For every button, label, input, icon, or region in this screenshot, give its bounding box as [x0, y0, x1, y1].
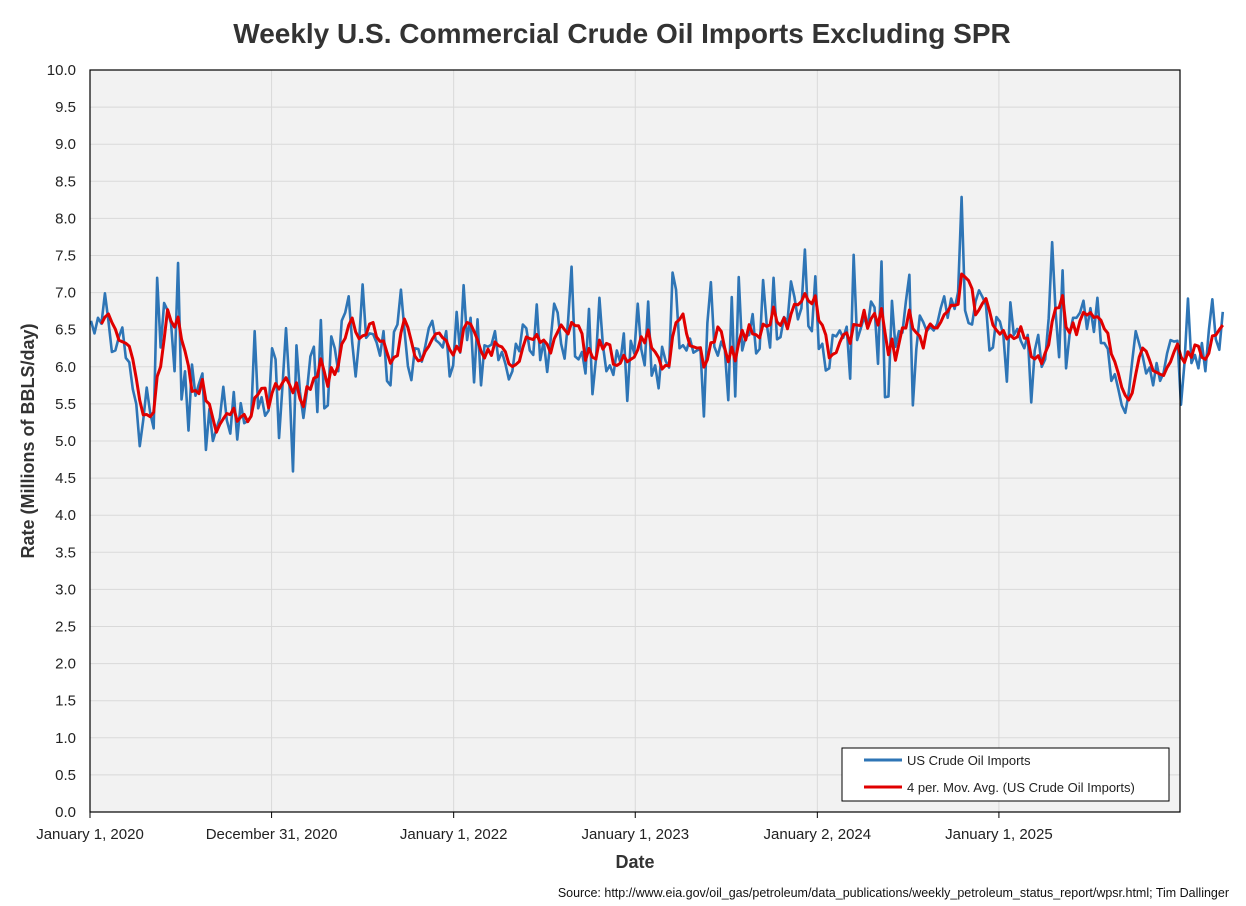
y-tick-label: 8.5	[55, 173, 76, 190]
legend-label-imports: US Crude Oil Imports	[907, 753, 1031, 768]
source-note: Source: http://www.eia.gov/oil_gas/petro…	[558, 886, 1229, 900]
y-tick-label: 2.5	[55, 619, 76, 636]
y-tick-label: 0.5	[55, 767, 76, 784]
legend-label-moving-average: 4 per. Mov. Avg. (US Crude Oil Imports)	[907, 780, 1135, 795]
x-tick-label: January 1, 2022	[400, 826, 508, 843]
y-tick-label: 2.0	[55, 656, 76, 673]
y-tick-label: 1.0	[55, 730, 76, 747]
y-tick-label: 4.0	[55, 507, 76, 524]
y-tick-label: 6.5	[55, 322, 76, 339]
grid-lines	[90, 69, 1180, 813]
chart-title: Weekly U.S. Commercial Crude Oil Imports…	[233, 18, 1010, 49]
y-tick-label: 7.0	[55, 285, 76, 302]
y-tick-label: 8.0	[55, 210, 76, 227]
y-tick-label: 3.0	[55, 581, 76, 598]
legend-box	[841, 747, 1170, 802]
y-tick-label: 1.5	[55, 693, 76, 710]
x-tick-label: January 1, 2025	[945, 826, 1053, 843]
y-tick-label: 0.0	[55, 804, 76, 821]
y-tick-label: 3.5	[55, 544, 76, 561]
y-tick-label: 6.0	[55, 359, 76, 376]
x-tick-label: January 1, 2023	[581, 826, 689, 843]
series-lines	[89, 195, 1225, 473]
y-tick-label: 9.5	[55, 99, 76, 116]
y-tick-label: 4.5	[55, 470, 76, 487]
y-axis-label: Rate (Millions of BBLS/day)	[18, 323, 38, 558]
x-tick-label: January 2, 2024	[764, 826, 872, 843]
y-axis-ticks: 0.0 0.5 1.0 1.5 2.0 2.5 3.0 3.5 4.0 4.5 5.0 5.5 6.0 6…	[47, 62, 76, 821]
legend: US Crude Oil Imports 4 per. Mov. Avg. (U…	[841, 747, 1170, 802]
x-axis-label: Date	[615, 852, 654, 872]
y-tick-label: 10.0	[47, 62, 76, 79]
plot-border	[89, 69, 1181, 813]
x-axis-ticks: January 1, 2020 December 31, 2020 January …	[36, 812, 1053, 843]
y-tick-label: 5.5	[55, 396, 76, 413]
y-tick-label: 9.0	[55, 136, 76, 153]
y-tick-label: 7.5	[55, 248, 76, 265]
x-tick-label: January 1, 2020	[36, 826, 144, 843]
x-tick-label: December 31, 2020	[206, 826, 338, 843]
y-tick-label: 5.0	[55, 433, 76, 450]
series-line-moving-average	[100, 272, 1224, 434]
